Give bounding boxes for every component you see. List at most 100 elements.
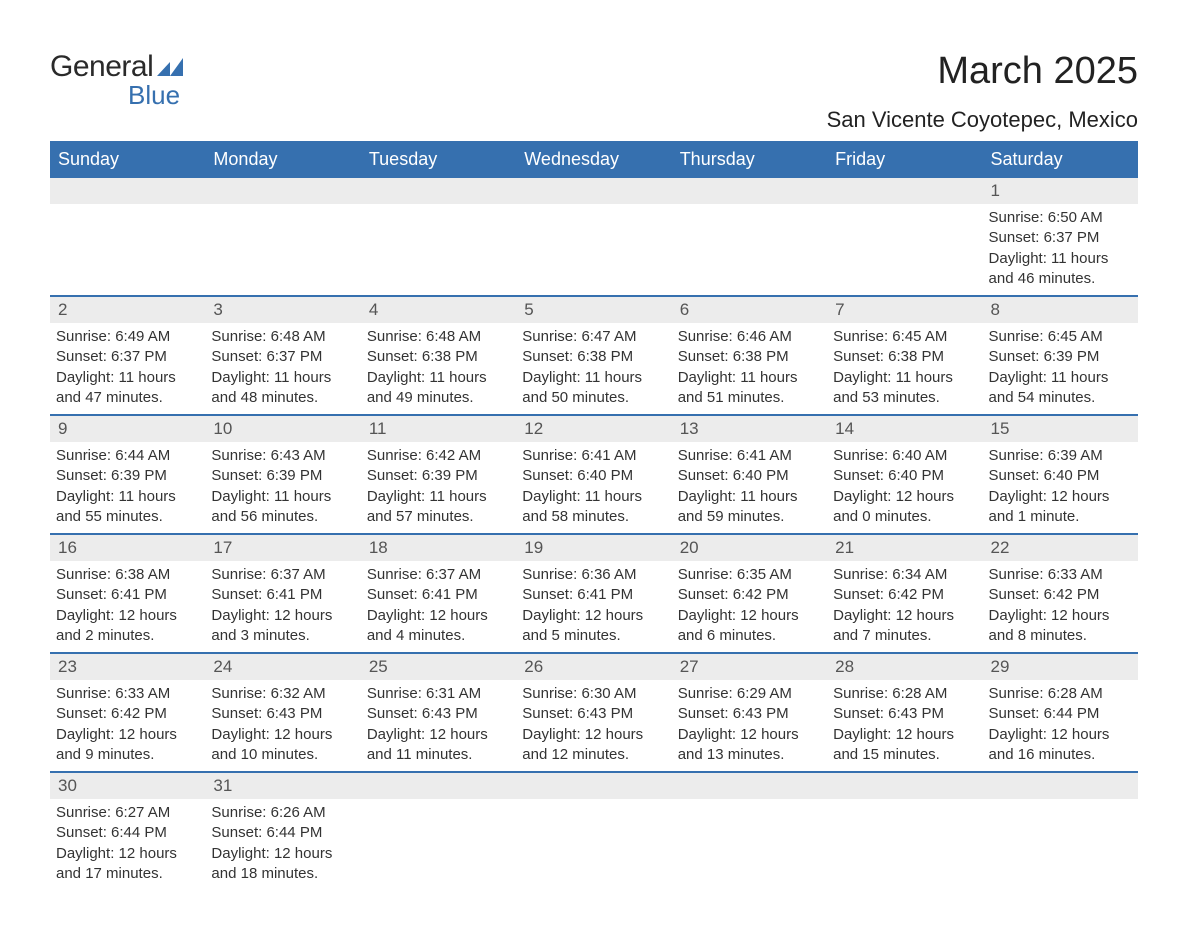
sunset-text: Sunset: 6:39 PM [367,466,510,486]
day-number [361,178,516,204]
daylight-text: Daylight: 12 hours and 11 minutes. [367,725,510,766]
day-number [983,773,1138,799]
day-details: Sunrise: 6:35 AMSunset: 6:42 PMDaylight:… [672,561,827,652]
daylight-text: Daylight: 11 hours and 54 minutes. [989,368,1132,409]
month-title: March 2025 [827,50,1138,93]
day-details: Sunrise: 6:36 AMSunset: 6:41 PMDaylight:… [516,561,671,652]
daylight-text: Daylight: 12 hours and 4 minutes. [367,606,510,647]
daylight-text: Daylight: 12 hours and 13 minutes. [678,725,821,766]
calendar-day-cell [672,772,827,890]
calendar-day-cell: 27Sunrise: 6:29 AMSunset: 6:43 PMDayligh… [672,653,827,772]
daylight-text: Daylight: 11 hours and 55 minutes. [56,487,199,528]
daylight-text: Daylight: 11 hours and 48 minutes. [211,368,354,409]
sunset-text: Sunset: 6:41 PM [367,585,510,605]
day-details: Sunrise: 6:49 AMSunset: 6:37 PMDaylight:… [50,323,205,414]
calendar-day-cell [827,178,982,296]
day-number [205,178,360,204]
day-number: 29 [983,654,1138,680]
sunset-text: Sunset: 6:38 PM [678,347,821,367]
day-number: 13 [672,416,827,442]
calendar-day-cell: 3Sunrise: 6:48 AMSunset: 6:37 PMDaylight… [205,296,360,415]
day-number: 15 [983,416,1138,442]
daylight-text: Daylight: 12 hours and 7 minutes. [833,606,976,647]
day-number: 22 [983,535,1138,561]
day-number: 17 [205,535,360,561]
daylight-text: Daylight: 11 hours and 47 minutes. [56,368,199,409]
sunset-text: Sunset: 6:39 PM [989,347,1132,367]
sunset-text: Sunset: 6:43 PM [678,704,821,724]
sunrise-text: Sunrise: 6:46 AM [678,327,821,347]
logo-flag-icon [157,58,183,76]
day-details: Sunrise: 6:37 AMSunset: 6:41 PMDaylight:… [205,561,360,652]
sunset-text: Sunset: 6:40 PM [833,466,976,486]
sunset-text: Sunset: 6:39 PM [56,466,199,486]
calendar-day-cell: 26Sunrise: 6:30 AMSunset: 6:43 PMDayligh… [516,653,671,772]
daylight-text: Daylight: 11 hours and 59 minutes. [678,487,821,528]
logo: General Blue [50,50,183,111]
daylight-text: Daylight: 12 hours and 12 minutes. [522,725,665,766]
calendar-day-cell: 31Sunrise: 6:26 AMSunset: 6:44 PMDayligh… [205,772,360,890]
daylight-text: Daylight: 11 hours and 58 minutes. [522,487,665,528]
calendar-day-cell: 18Sunrise: 6:37 AMSunset: 6:41 PMDayligh… [361,534,516,653]
day-number: 21 [827,535,982,561]
sunset-text: Sunset: 6:44 PM [56,823,199,843]
day-details: Sunrise: 6:42 AMSunset: 6:39 PMDaylight:… [361,442,516,533]
daylight-text: Daylight: 12 hours and 9 minutes. [56,725,199,766]
calendar-day-cell: 17Sunrise: 6:37 AMSunset: 6:41 PMDayligh… [205,534,360,653]
sunrise-text: Sunrise: 6:37 AM [211,565,354,585]
sunset-text: Sunset: 6:42 PM [56,704,199,724]
sunrise-text: Sunrise: 6:47 AM [522,327,665,347]
sunrise-text: Sunrise: 6:30 AM [522,684,665,704]
sunrise-text: Sunrise: 6:35 AM [678,565,821,585]
calendar-day-cell: 10Sunrise: 6:43 AMSunset: 6:39 PMDayligh… [205,415,360,534]
day-number [827,178,982,204]
sunset-text: Sunset: 6:40 PM [678,466,821,486]
sunset-text: Sunset: 6:37 PM [56,347,199,367]
daylight-text: Daylight: 12 hours and 1 minute. [989,487,1132,528]
sunset-text: Sunset: 6:41 PM [211,585,354,605]
calendar-day-cell [50,178,205,296]
day-details: Sunrise: 6:40 AMSunset: 6:40 PMDaylight:… [827,442,982,533]
day-number: 14 [827,416,982,442]
day-details: Sunrise: 6:37 AMSunset: 6:41 PMDaylight:… [361,561,516,652]
sunrise-text: Sunrise: 6:44 AM [56,446,199,466]
day-header: Tuesday [361,141,516,178]
calendar-body: 1Sunrise: 6:50 AMSunset: 6:37 PMDaylight… [50,178,1138,890]
calendar-day-cell [983,772,1138,890]
daylight-text: Daylight: 12 hours and 2 minutes. [56,606,199,647]
sunset-text: Sunset: 6:37 PM [989,228,1132,248]
day-details: Sunrise: 6:32 AMSunset: 6:43 PMDaylight:… [205,680,360,771]
sunset-text: Sunset: 6:42 PM [989,585,1132,605]
page-header: General Blue March 2025 San Vicente Coyo… [50,50,1138,133]
calendar-day-cell: 24Sunrise: 6:32 AMSunset: 6:43 PMDayligh… [205,653,360,772]
sunrise-text: Sunrise: 6:32 AM [211,684,354,704]
day-details: Sunrise: 6:39 AMSunset: 6:40 PMDaylight:… [983,442,1138,533]
day-number [827,773,982,799]
sunrise-text: Sunrise: 6:26 AM [211,803,354,823]
day-header: Thursday [672,141,827,178]
daylight-text: Daylight: 12 hours and 3 minutes. [211,606,354,647]
calendar-week-row: 16Sunrise: 6:38 AMSunset: 6:41 PMDayligh… [50,534,1138,653]
day-number: 7 [827,297,982,323]
day-number [516,773,671,799]
calendar-day-cell [827,772,982,890]
daylight-text: Daylight: 11 hours and 56 minutes. [211,487,354,528]
sunrise-text: Sunrise: 6:41 AM [522,446,665,466]
calendar-week-row: 1Sunrise: 6:50 AMSunset: 6:37 PMDaylight… [50,178,1138,296]
sunrise-text: Sunrise: 6:42 AM [367,446,510,466]
day-number: 27 [672,654,827,680]
calendar-week-row: 9Sunrise: 6:44 AMSunset: 6:39 PMDaylight… [50,415,1138,534]
sunset-text: Sunset: 6:38 PM [833,347,976,367]
day-number: 28 [827,654,982,680]
calendar-day-cell: 2Sunrise: 6:49 AMSunset: 6:37 PMDaylight… [50,296,205,415]
day-number: 11 [361,416,516,442]
sunrise-text: Sunrise: 6:36 AM [522,565,665,585]
day-number: 20 [672,535,827,561]
day-header: Saturday [983,141,1138,178]
sunrise-text: Sunrise: 6:45 AM [833,327,976,347]
day-details: Sunrise: 6:43 AMSunset: 6:39 PMDaylight:… [205,442,360,533]
day-header: Wednesday [516,141,671,178]
sunrise-text: Sunrise: 6:39 AM [989,446,1132,466]
calendar-day-cell: 20Sunrise: 6:35 AMSunset: 6:42 PMDayligh… [672,534,827,653]
day-number: 9 [50,416,205,442]
